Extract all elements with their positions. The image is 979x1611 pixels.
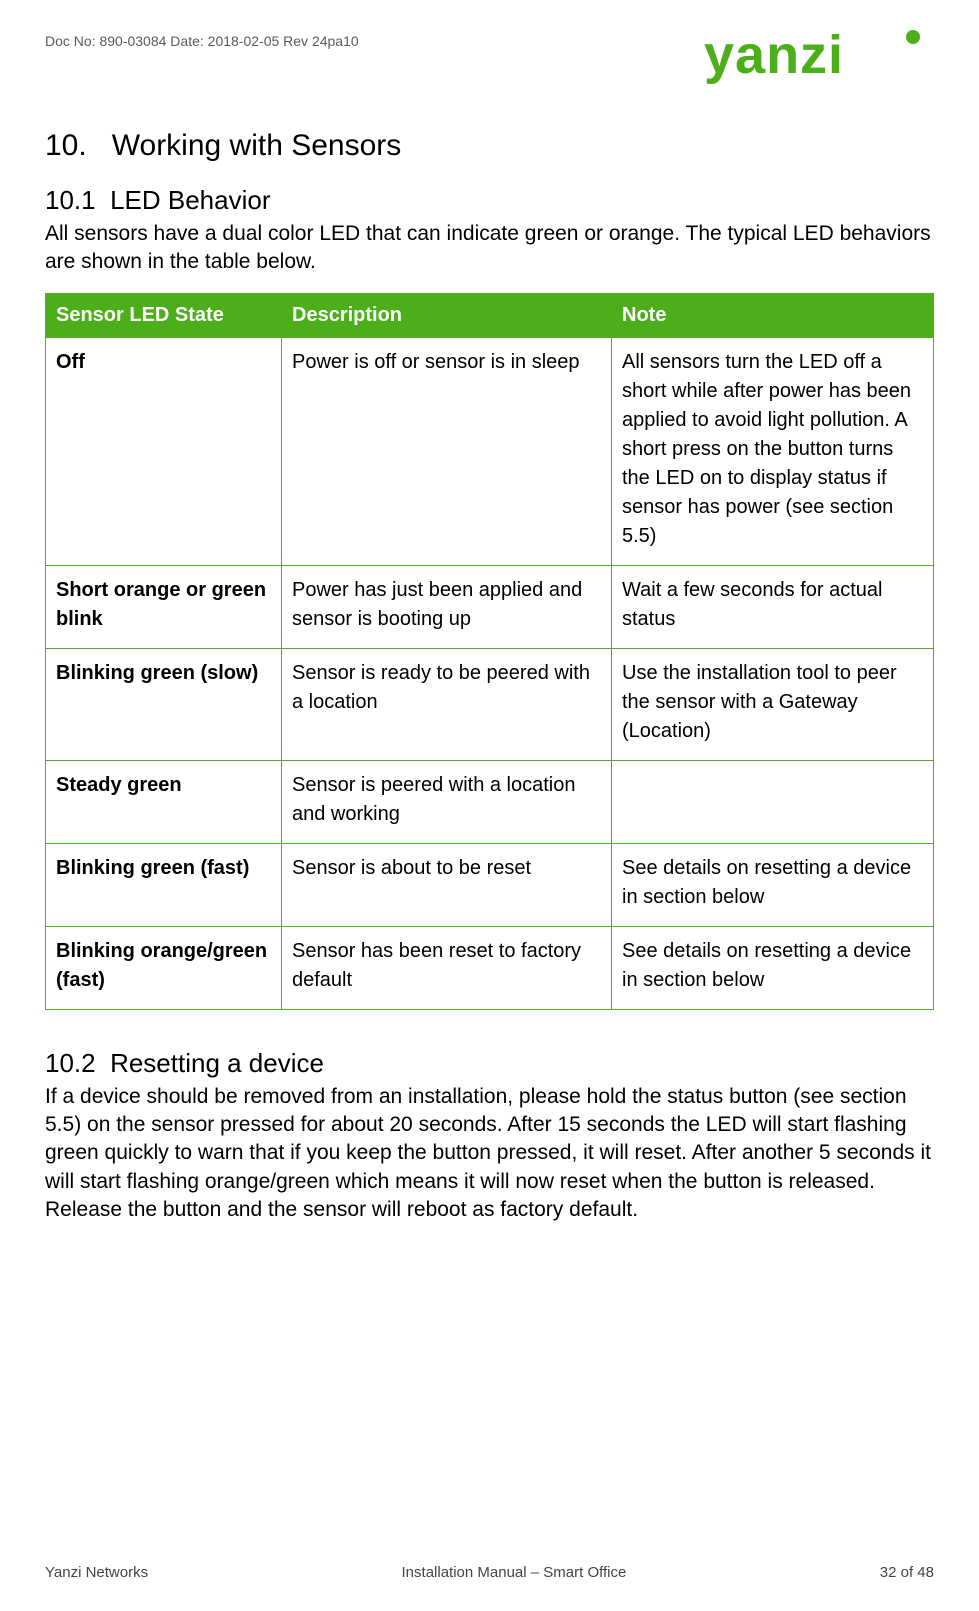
subsection-title: Resetting a device bbox=[110, 1048, 324, 1078]
section-10-2-heading: 10.2 Resetting a device bbox=[45, 1048, 934, 1079]
section-10-2-body: If a device should be removed from an in… bbox=[45, 1083, 934, 1225]
cell-state: Steady green bbox=[46, 760, 282, 843]
cell-description: Sensor has been reset to factory default bbox=[282, 926, 612, 1009]
table-row: Blinking green (fast) Sensor is about to… bbox=[46, 843, 934, 926]
cell-note: See details on resetting a device in sec… bbox=[612, 926, 934, 1009]
section-10-heading: 10. Working with Sensors bbox=[45, 129, 934, 163]
subsection-number: 10.2 bbox=[45, 1048, 96, 1078]
table-header-row: Sensor LED State Description Note bbox=[46, 293, 934, 337]
cell-description: Sensor is about to be reset bbox=[282, 843, 612, 926]
page-footer: Yanzi Networks Installation Manual – Sma… bbox=[45, 1564, 934, 1581]
doc-meta: Doc No: 890-03084 Date: 2018-02-05 Rev 2… bbox=[45, 25, 359, 49]
subsection-title: LED Behavior bbox=[110, 185, 270, 215]
col-header-state: Sensor LED State bbox=[46, 293, 282, 337]
cell-note: Wait a few seconds for actual status bbox=[612, 565, 934, 648]
brand-logo: yanzi bbox=[704, 25, 934, 95]
led-behavior-table: Sensor LED State Description Note Off Po… bbox=[45, 293, 934, 1010]
cell-note: See details on resetting a device in sec… bbox=[612, 843, 934, 926]
cell-note: All sensors turn the LED off a short whi… bbox=[612, 337, 934, 565]
footer-center: Installation Manual – Smart Office bbox=[402, 1564, 627, 1581]
cell-description: Power has just been applied and sensor i… bbox=[282, 565, 612, 648]
cell-description: Sensor is ready to be peered with a loca… bbox=[282, 648, 612, 760]
subsection-number: 10.1 bbox=[45, 185, 96, 215]
cell-state: Blinking orange/green (fast) bbox=[46, 926, 282, 1009]
logo-text: yanzi bbox=[704, 25, 844, 85]
table-row: Short orange or green blink Power has ju… bbox=[46, 565, 934, 648]
table-row: Steady green Sensor is peered with a loc… bbox=[46, 760, 934, 843]
cell-note bbox=[612, 760, 934, 843]
cell-state: Blinking green (slow) bbox=[46, 648, 282, 760]
cell-description: Power is off or sensor is in sleep bbox=[282, 337, 612, 565]
cell-state: Off bbox=[46, 337, 282, 565]
section-10-1-intro: All sensors have a dual color LED that c… bbox=[45, 220, 934, 277]
col-header-description: Description bbox=[282, 293, 612, 337]
section-number: 10. bbox=[45, 129, 87, 162]
table-row: Blinking orange/green (fast) Sensor has … bbox=[46, 926, 934, 1009]
page-header: Doc No: 890-03084 Date: 2018-02-05 Rev 2… bbox=[45, 25, 934, 95]
footer-right: 32 of 48 bbox=[880, 1564, 934, 1581]
cell-state: Short orange or green blink bbox=[46, 565, 282, 648]
cell-note: Use the installation tool to peer the se… bbox=[612, 648, 934, 760]
cell-state: Blinking green (fast) bbox=[46, 843, 282, 926]
col-header-note: Note bbox=[612, 293, 934, 337]
table-row: Blinking green (slow) Sensor is ready to… bbox=[46, 648, 934, 760]
table-row: Off Power is off or sensor is in sleep A… bbox=[46, 337, 934, 565]
footer-left: Yanzi Networks bbox=[45, 1564, 148, 1581]
section-10-1-heading: 10.1 LED Behavior bbox=[45, 185, 934, 216]
section-title: Working with Sensors bbox=[112, 129, 402, 162]
page: Doc No: 890-03084 Date: 2018-02-05 Rev 2… bbox=[0, 0, 979, 1611]
cell-description: Sensor is peered with a location and wor… bbox=[282, 760, 612, 843]
logo-dot-icon bbox=[906, 30, 920, 44]
